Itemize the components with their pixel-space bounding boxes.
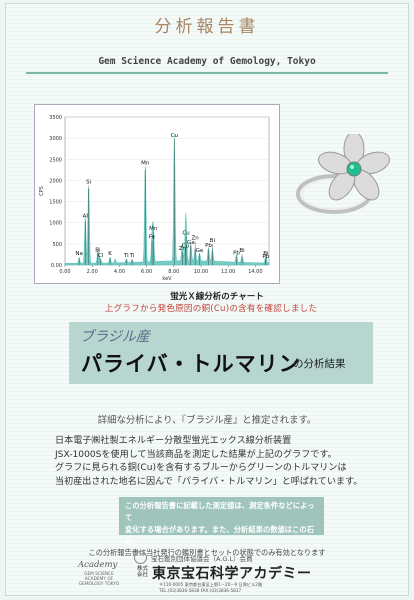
institution-name: Gem Science Academy of Gemology, Tokyo — [98, 56, 316, 67]
result-suffix: の分析結果 — [293, 358, 346, 370]
disclaimer-line: 品質を保証するものではありません。 — [125, 549, 249, 558]
x-tick-label: 10.00 — [194, 269, 208, 275]
peak-label: Fe — [149, 235, 156, 241]
plot-area — [64, 116, 270, 266]
company-prefix: 株式会社 — [137, 566, 149, 578]
peak-label: Pb — [233, 251, 240, 257]
peak-label: Cu — [171, 133, 178, 139]
peak-label: Bi — [239, 248, 245, 254]
address-line: 〒110-0005 東京都台東区上野1－20－9 日興ビル2階 — [159, 582, 263, 587]
peak-label: Ti — [123, 253, 129, 259]
x-tick-label: 2.00 — [87, 269, 98, 275]
peak-label: Ga — [187, 240, 195, 246]
method-description: 日本電子㈱社製エネルギー分散型蛍光エックス線分析装置 JSX-1000Sを使用し… — [55, 435, 362, 489]
logo-subtext-line: ACADEMY OF — [84, 577, 114, 582]
peak-label: Ti — [129, 253, 135, 259]
peak-label: Mn — [149, 226, 158, 232]
peak-label: Pb — [262, 254, 269, 260]
association-seal-icon — [134, 551, 147, 564]
header-divider — [26, 72, 388, 74]
x-tick-label: 12.00 — [221, 269, 235, 275]
x-tick-label: 4.00 — [114, 269, 125, 275]
academy-logo-subtext: GEM SCIENCE ACADEMY OF GEMOLOGY TOKYO — [76, 572, 122, 587]
xrf-spectrum-svg: 0.00 500 1000 1500 2000 2500 3000 3500 0.00 2.00 4… — [39, 115, 270, 282]
logo-subtext-line: GEM SCIENCE — [84, 572, 114, 577]
address-line: TEL.(03)3836-5838 FAX.(03)3836-5837 — [159, 588, 242, 593]
x-axis-label: keV — [162, 276, 172, 282]
x-tick-label: 14.00 — [248, 269, 262, 275]
x-tick-label: 6.00 — [141, 269, 152, 275]
peak-label: Zn — [192, 235, 200, 241]
peak-label: Zn — [179, 246, 187, 252]
peak-label: Cl — [98, 253, 104, 259]
method-line: グラフに見られる銅(Cu)を含有するブルーからグリーンのトルマリンは — [55, 463, 347, 474]
peak-label: Si — [86, 180, 91, 186]
peak-label: Bi — [263, 251, 269, 257]
peak-label: Bi — [95, 247, 101, 253]
method-line: 日本電子㈱社製エネルギー分散型蛍光エックス線分析装置 — [55, 436, 292, 446]
peak-label: Cu — [182, 230, 189, 236]
y-tick-label: 3500 — [49, 115, 62, 121]
disclaimer-box: この分析報告書に記載した測定値は、測定条件などによって 変化する場合があります。… — [119, 497, 324, 558]
chart-caption: 蛍光Ｘ線分析のチャート — [170, 292, 264, 302]
copper-finding: 上グラフから発色原因の銅(Cu)の含有を確認しました — [104, 304, 318, 314]
x-tick-label: 0.00 — [59, 269, 70, 275]
method-line: JSX-1000Sを使用して当該商品を測定した結果が上記のグラフです。 — [55, 449, 337, 460]
xrf-spectrum-chart: 0.00 500 1000 1500 2000 2500 3000 3500 0.00 2.00 4… — [34, 104, 280, 284]
x-tick-label: 8.00 — [168, 269, 179, 275]
peak-label: Al — [83, 213, 89, 219]
origin-label: ブラジル産 — [80, 329, 150, 345]
y-tick-label: 2000 — [49, 178, 62, 184]
peak-label: Mn — [141, 161, 150, 167]
result-box — [69, 322, 373, 384]
peak-label: Na — [75, 251, 83, 257]
peak-label: Cu — [182, 244, 189, 250]
y-tick-label: 3000 — [49, 136, 62, 142]
peak-label: Ge — [196, 248, 204, 254]
disclaimer-line: 変化する場合があります。また、分析結果の数値はこの石の — [125, 525, 314, 546]
y-tick-label: 0.00 — [51, 263, 62, 269]
disclaimer-line: この分析報告書に記載した測定値は、測定条件などによって — [125, 501, 315, 522]
method-line: 当初産出された地名に因んで「パライバ・トルマリン」と呼ばれています。 — [55, 476, 363, 487]
report-title: 分析報告書 — [154, 17, 260, 37]
company-name: 東京宝石科学アカデミー — [152, 566, 312, 582]
company-address: 〒110-0005 東京都台東区上野1－20－9 日興ビル2階 TEL.(03)… — [159, 582, 262, 594]
peak-label: Pb — [205, 243, 212, 249]
peak-label: K — [108, 251, 112, 257]
y-tick-label: 2500 — [49, 157, 62, 163]
verdict-text: 詳細な分析により、『ブラジル産』と推定されます。 — [97, 415, 317, 426]
peak-label: Bi — [210, 238, 216, 244]
academy-logo: Academy — [78, 560, 118, 570]
gem-name: パライバ・トルマリン — [81, 352, 301, 376]
y-tick-label: 500 — [52, 242, 62, 248]
report-page: 分析報告書 Gem Science Academy of Gemology, T… — [5, 3, 409, 596]
validity-note: この分析報告書は当社発行の鑑別書とセットの状態でのみ有効となります — [88, 548, 326, 557]
y-axis-label: CPS — [39, 186, 45, 196]
y-tick-label: 1500 — [49, 200, 62, 206]
ring-photo — [294, 131, 396, 226]
association-membership: 宝石鑑別団体協議会（A.G.L）会員 — [151, 555, 253, 563]
logo-subtext-line: GEMOLOGY TOKYO — [78, 582, 120, 587]
y-tick-label: 1000 — [49, 221, 62, 227]
